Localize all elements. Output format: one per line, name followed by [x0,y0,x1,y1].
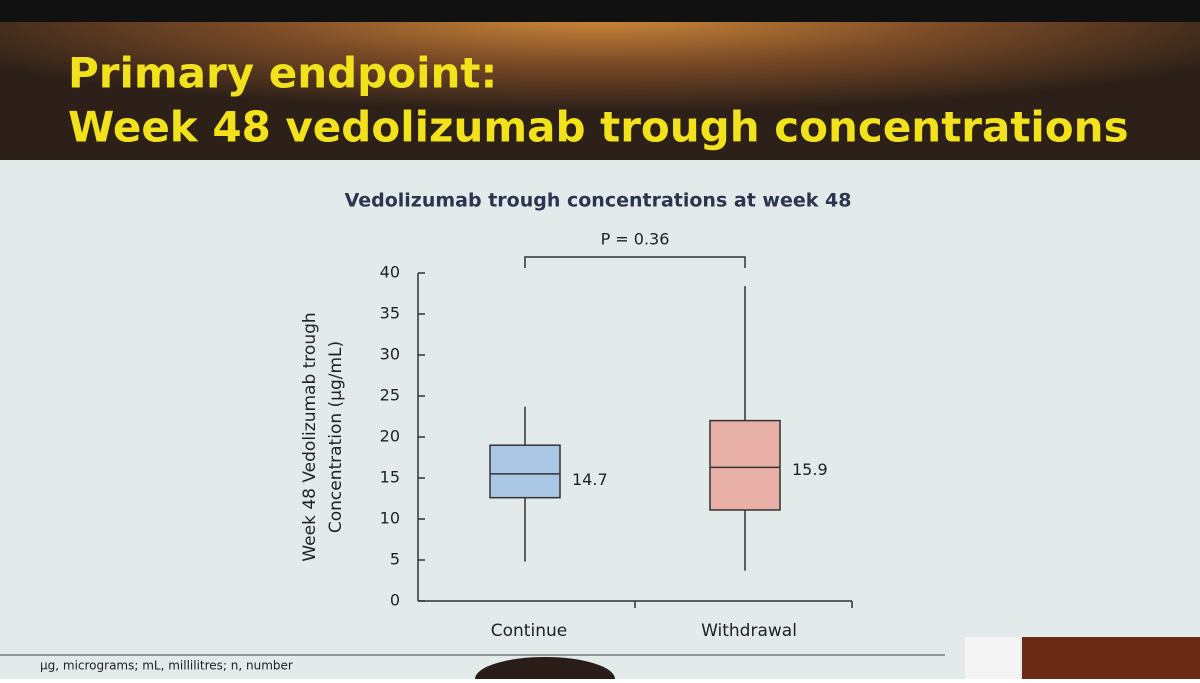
chart-title: Vedolizumab trough concentrations at wee… [345,190,852,212]
y-tick-label: 0 [390,591,400,610]
significance-bracket [524,256,746,268]
box-label: 14.7 [572,470,608,489]
box [489,444,561,499]
x-tick-label: Continue [491,621,567,641]
slide-title: Primary endpoint: [68,49,497,98]
y-tick-label: 10 [380,509,400,528]
box-label: 15.9 [792,460,828,479]
y-tick-label: 15 [380,468,400,487]
x-tick-label: Withdrawal [701,621,797,641]
y-tick-label: 35 [380,304,400,323]
slide-title: Week 48 vedolizumab trough concentration… [68,103,1129,152]
y-tick-label: 20 [380,427,400,446]
p-value: P = 0.36 [601,230,670,249]
box [709,419,781,511]
y-axis-label: Week 48 Vedolizumab trough [300,312,320,561]
logo-icon [965,637,1020,679]
audience-head [475,657,615,683]
slide-body [0,160,1200,679]
y-tick-label: 40 [380,263,400,282]
clinic-logo [1022,637,1200,679]
y-axis-label: Concentration (µg/mL) [326,341,346,533]
y-tick-label: 5 [390,550,400,569]
title-band [0,0,1200,160]
y-tick-label: 30 [380,345,400,364]
top-edge [0,0,1200,22]
y-tick-label: 25 [380,386,400,405]
footnote: µg, micrograms; mL, millilitres; n, numb… [40,659,293,673]
